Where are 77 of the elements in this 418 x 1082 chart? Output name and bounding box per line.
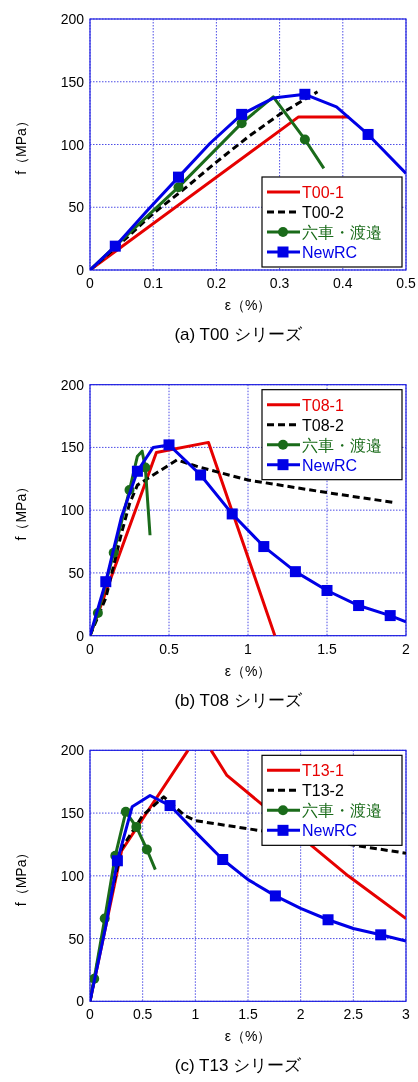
- point: [100, 576, 112, 588]
- point: [164, 800, 176, 812]
- y-tick-label: 100: [60, 136, 85, 153]
- point: [289, 566, 301, 578]
- x-tick-label: 2.5: [343, 1006, 364, 1023]
- y-tick-label: 200: [60, 376, 85, 393]
- point: [384, 610, 396, 622]
- y-tick-label: 0: [76, 993, 85, 1010]
- x-tick-label: 1: [191, 1006, 200, 1023]
- text: (c) T13 シリーズ: [174, 1056, 303, 1076]
- point: [163, 439, 175, 451]
- point: [375, 929, 387, 941]
- y-tick-label: 50: [68, 199, 85, 216]
- text: (b) T08 シリーズ: [174, 690, 303, 710]
- point: [299, 134, 310, 145]
- x-tick-label: 0: [86, 275, 95, 291]
- x-tick-label: 0.3: [269, 275, 290, 291]
- point: [236, 108, 248, 120]
- point: [321, 584, 333, 596]
- legend-label: T13-2: [302, 782, 344, 800]
- point: [109, 240, 121, 252]
- x-tick-label: 1.5: [238, 1006, 258, 1023]
- point: [269, 890, 281, 902]
- x-tick-label: 1: [244, 640, 253, 657]
- y-tick-label: 200: [60, 742, 85, 759]
- legend-label: NewRC: [302, 456, 358, 474]
- legend-label: T00-2: [302, 204, 344, 221]
- point: [353, 600, 365, 612]
- legend-label: T08-2: [302, 416, 344, 434]
- point: [299, 88, 311, 100]
- y-tick-label: 150: [60, 439, 85, 456]
- text: (a) T00 シリーズ: [174, 325, 303, 344]
- y-axis-title: f（MPa）: [13, 479, 29, 541]
- point: [195, 469, 207, 481]
- point: [131, 821, 142, 832]
- x-tick-label: 2: [296, 1006, 305, 1023]
- point: [217, 854, 229, 866]
- point: [173, 182, 184, 193]
- legend-label: T13-1: [302, 762, 344, 780]
- legend-label: T08-1: [302, 396, 344, 414]
- x-tick-label: 0.4: [333, 275, 353, 291]
- legend-label: 六車・渡邉: [302, 224, 382, 241]
- point: [322, 914, 334, 926]
- y-tick-label: 50: [68, 564, 85, 581]
- point: [131, 465, 143, 477]
- x-tick-label: 2: [402, 640, 411, 657]
- point: [258, 541, 270, 553]
- x-tick-label: 1.5: [317, 640, 337, 657]
- point: [111, 855, 123, 867]
- x-tick-label: 0.5: [132, 1006, 153, 1023]
- y-axis-title: f（MPa）: [13, 114, 29, 175]
- y-tick-label: 100: [60, 502, 85, 519]
- y-tick-label: 50: [68, 930, 85, 947]
- x-axis-title: ε（%）: [224, 297, 272, 313]
- x-axis-title: ε（%）: [224, 1028, 272, 1045]
- legend-label: NewRC: [302, 822, 358, 840]
- x-tick-label: 3: [402, 1006, 411, 1023]
- legend-label: T00-1: [302, 184, 344, 201]
- y-tick-label: 200: [60, 11, 85, 27]
- legend-label: 六車・渡邉: [302, 436, 382, 454]
- x-axis-title: ε（%）: [224, 662, 272, 679]
- y-tick-label: 150: [60, 805, 85, 822]
- point: [362, 128, 374, 140]
- y-tick-label: 100: [60, 867, 85, 884]
- x-tick-label: 0.2: [206, 275, 227, 291]
- x-tick-label: 0.5: [159, 640, 179, 657]
- point: [226, 508, 238, 520]
- y-tick-label: 0: [76, 262, 85, 278]
- x-tick-label: 0.5: [396, 275, 416, 291]
- point: [141, 844, 152, 855]
- y-tick-label: 150: [60, 73, 85, 90]
- legend-label: 六車・渡邉: [302, 802, 382, 820]
- point: [172, 171, 184, 183]
- y-axis-title: f（MPa）: [13, 845, 29, 907]
- legend-label: NewRC: [302, 244, 358, 261]
- y-tick-label: 0: [76, 627, 85, 644]
- x-tick-label: 0.1: [143, 275, 164, 291]
